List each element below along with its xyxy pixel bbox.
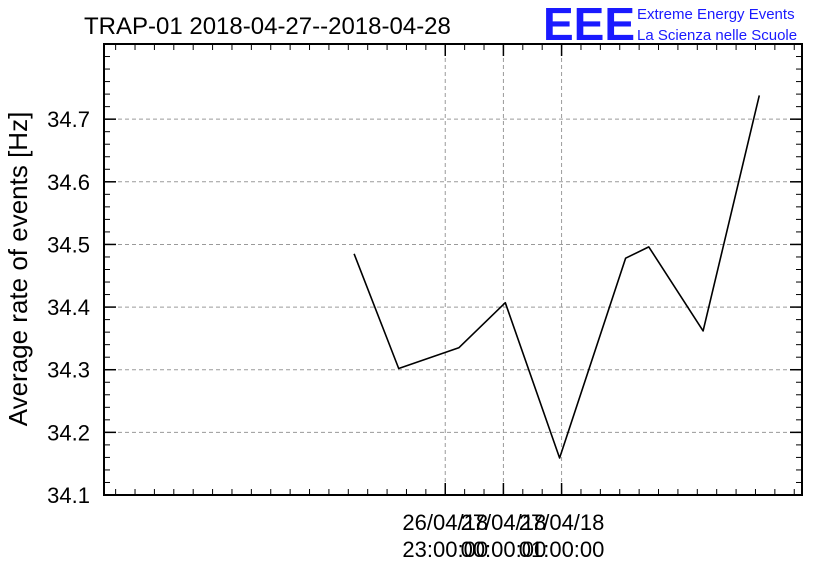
y-tick-label: 34.6 (47, 170, 90, 195)
x-tick-label-date: 27/04/18 (461, 510, 547, 535)
plot-frame (103, 43, 803, 496)
x-tick-label-time: 23:00:00 (402, 537, 488, 562)
series-line (353, 95, 761, 459)
grid (104, 44, 802, 495)
y-tick-label: 34.7 (47, 107, 90, 132)
y-tick-label: 34.1 (47, 483, 90, 508)
y-tick-label: 34.3 (47, 358, 90, 383)
series-layer (353, 95, 761, 459)
x-tick-label-date: 27/04/18 (519, 510, 605, 535)
x-tick-labels: 26/04/1823:00:0027/04/1800:00:0027/04/18… (402, 510, 604, 562)
logo-line-1: Extreme Energy Events (637, 6, 795, 23)
y-tick-label: 34.4 (47, 295, 90, 320)
x-tick-label-date: 26/04/18 (402, 510, 488, 535)
logo-line-2: La Scienza nelle Scuole (637, 27, 797, 44)
eee-logo: EEE Extreme Energy Events La Scienza nel… (543, 0, 797, 50)
y-tick-labels: 34.1 34.2 34.3 34.4 34.5 34.6 34.7 (47, 107, 90, 508)
x-tick-label-time: 00:00:00 (461, 537, 547, 562)
y-axis-label: Average rate of events [Hz] (3, 112, 33, 427)
y-tick-label: 34.2 (47, 420, 90, 445)
axis-ticks (104, 43, 802, 496)
x-tick-label-time: 01:00:00 (519, 537, 605, 562)
y-tick-label: 34.5 (47, 232, 90, 257)
chart-title: TRAP-01 2018-04-27--2018-04-28 (84, 13, 451, 40)
logo-mark: EEE (543, 0, 635, 50)
